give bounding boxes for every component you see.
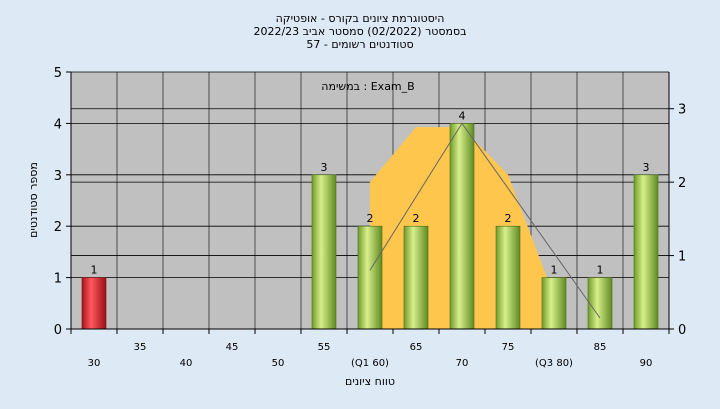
x-tick-label-4: 50 (272, 358, 285, 369)
x-tick-label-0: 30 (88, 358, 101, 369)
x-axis-title: טווח ציונים (345, 375, 395, 388)
x-tick-label-8: 70 (456, 358, 469, 369)
exam-annotation: במשימה : Exam_B (321, 80, 414, 93)
data-label-7: 2 (413, 212, 420, 225)
bar-10 (541, 277, 567, 330)
bar-5 (311, 174, 337, 330)
chart-title: היסטוגרמת ציונים בקורס - אופטיקה בסמסטר … (253, 12, 466, 51)
x-tick-label-11: 85 (594, 342, 607, 353)
x-tick-label-7: 65 (410, 342, 423, 353)
bar-12 (633, 174, 659, 330)
bars-layer (81, 123, 659, 330)
distribution-line (369, 122, 601, 319)
y2-tick-label-3: 3 (678, 103, 686, 118)
distribution-line-layer (369, 122, 601, 319)
data-label-12: 3 (643, 161, 650, 174)
y2-tick-label-2: 2 (678, 176, 686, 191)
y-tick-label-5: 5 (54, 66, 62, 81)
x-tick-label-9: 75 (502, 342, 515, 353)
bar-6 (357, 225, 383, 330)
title-line-1: היסטוגרמת ציונים בקורס - אופטיקה (276, 12, 445, 25)
x-tick-label-10: (Q3 80) (535, 358, 573, 369)
y2-tick-label-1: 1 (678, 250, 686, 265)
data-label-11: 1 (597, 264, 604, 277)
y-tick-label-4: 4 (54, 117, 62, 132)
data-label-6: 2 (367, 212, 374, 225)
bar-8 (449, 123, 475, 330)
y-axis-title: מספר סטודנטים (27, 162, 40, 238)
y-tick-label-0: 0 (54, 323, 62, 338)
y-tick-label-2: 2 (54, 220, 62, 235)
bar-7 (403, 225, 429, 330)
bar-0 (81, 277, 107, 330)
title-line-3: סטודנטים רשומים - 57 (306, 38, 413, 51)
title-line-2: בסמסטר (02/2022) סמסטר אביב 2022/23 (253, 25, 466, 38)
x-tick-label-3: 45 (226, 342, 239, 353)
data-label-8: 4 (459, 109, 466, 122)
x-tick-label-2: 40 (180, 358, 193, 369)
y-tick-label-3: 3 (54, 169, 62, 184)
data-label-10: 1 (551, 264, 558, 277)
data-label-5: 3 (321, 161, 328, 174)
y2-tick-label-0: 0 (678, 323, 686, 338)
bar-11 (587, 277, 613, 330)
data-labels-layer: 1 3 2 2 4 2 1 1 3 (91, 109, 650, 276)
x-tick-label-5: 55 (318, 342, 331, 353)
x-tick-label-6: (Q1 60) (351, 358, 389, 369)
y-tick-label-1: 1 (54, 272, 62, 287)
data-label-9: 2 (505, 212, 512, 225)
data-label-0: 1 (91, 264, 98, 277)
x-tick-label-1: 35 (134, 342, 147, 353)
bar-9 (495, 225, 521, 330)
x-tick-label-12: 90 (640, 358, 653, 369)
